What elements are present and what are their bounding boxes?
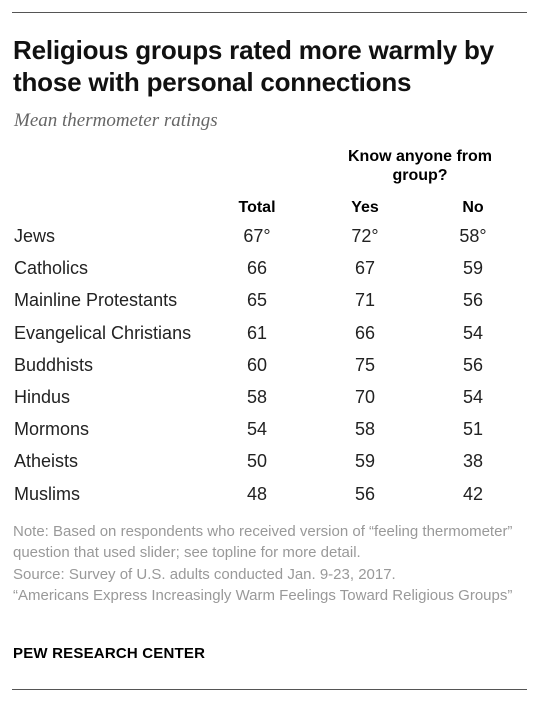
cell-yes: 72° xyxy=(351,226,379,246)
cell-yes: 70 xyxy=(354,386,376,407)
row-label: Catholics xyxy=(14,258,89,279)
table-row: Evangelical Christians 61 66 54 xyxy=(0,317,548,349)
note-text: Note: Based on respondents who received … xyxy=(13,523,513,562)
cell-yes: 59 xyxy=(354,451,376,472)
table-row: Mainline Protestants 65 71 56 xyxy=(0,284,548,316)
brand-name: PEW RESEARCH CENTER xyxy=(13,645,206,662)
cell-yes: 67 xyxy=(354,258,376,279)
cell-total: 60 xyxy=(246,354,268,375)
cell-yes: 71 xyxy=(354,290,376,311)
cell-yes: 58 xyxy=(354,419,376,440)
chart-subtitle: Mean thermometer ratings xyxy=(14,110,218,131)
cell-no: 58° xyxy=(459,226,487,246)
cell-no: 38 xyxy=(462,451,484,472)
top-rule xyxy=(12,12,527,13)
column-header-yes: Yes xyxy=(351,199,379,216)
cell-total: 50 xyxy=(246,451,268,472)
row-label: Hindus xyxy=(14,386,71,407)
cell-total: 48 xyxy=(246,483,268,504)
chart-title: Religious groups rated more warmly by th… xyxy=(13,35,494,97)
cell-no: 42 xyxy=(462,483,484,504)
chart-note: Note: Based on respondents who received … xyxy=(13,521,533,607)
column-header-no: No xyxy=(462,199,484,216)
row-label: Mainline Protestants xyxy=(14,290,178,311)
row-label: Atheists xyxy=(14,451,79,472)
cell-total: 58 xyxy=(246,386,268,407)
row-label: Muslims xyxy=(14,483,80,504)
cell-yes: 75 xyxy=(354,354,376,375)
row-label: Jews xyxy=(14,226,56,246)
cell-total: 67° xyxy=(243,226,271,246)
cell-no: 56 xyxy=(462,290,484,311)
source-text: Source: Survey of U.S. adults conducted … xyxy=(13,565,396,583)
cell-no: 54 xyxy=(462,386,484,407)
cell-total: 54 xyxy=(246,419,268,440)
cell-total: 65 xyxy=(246,290,268,311)
cell-total: 66 xyxy=(246,258,268,279)
cell-no: 56 xyxy=(462,354,484,375)
bottom-rule xyxy=(12,689,527,690)
table-row: Muslims 48 56 42 xyxy=(0,478,548,510)
cell-no: 51 xyxy=(462,419,484,440)
table-row: Mormons 54 58 51 xyxy=(0,413,548,445)
report-title: “Americans Express Increasingly Warm Fee… xyxy=(13,587,513,605)
table-row: Atheists 50 59 38 xyxy=(0,445,548,477)
cell-no: 54 xyxy=(462,322,484,343)
row-label: Buddhists xyxy=(14,354,94,375)
row-label: Evangelical Christians xyxy=(14,322,192,343)
table-row: Buddhists 60 75 56 xyxy=(0,349,548,381)
cell-yes: 66 xyxy=(354,322,376,343)
row-label: Mormons xyxy=(14,419,90,440)
table-row: Hindus 58 70 54 xyxy=(0,381,548,413)
cell-yes: 56 xyxy=(354,483,376,504)
table-row: Catholics 66 67 59 xyxy=(0,252,548,284)
table-row: Jews 67° 72° 58° xyxy=(0,220,548,252)
column-group-header: Know anyone from group? xyxy=(347,148,492,184)
ratings-table: Jews 67° 72° 58° Catholics 66 67 59 Mainline Pro… xyxy=(0,220,548,510)
cell-total: 61 xyxy=(246,322,268,343)
column-header-total: Total xyxy=(238,199,276,216)
cell-no: 59 xyxy=(462,258,484,279)
